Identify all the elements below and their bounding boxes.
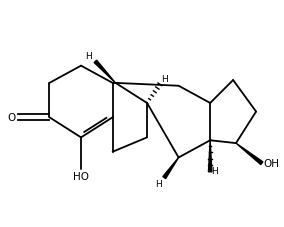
Text: H: H [154,179,161,188]
Text: OH: OH [263,158,279,168]
Text: H: H [161,74,168,84]
Polygon shape [163,158,179,179]
Text: HO: HO [73,171,89,181]
Polygon shape [94,61,116,84]
Text: O: O [7,113,16,123]
Polygon shape [236,143,263,165]
Text: H: H [85,52,92,61]
Polygon shape [208,141,212,172]
Text: H: H [212,166,218,175]
